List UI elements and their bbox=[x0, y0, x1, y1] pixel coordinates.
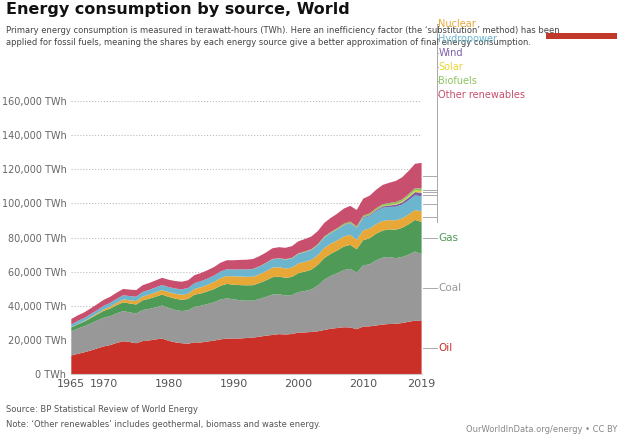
Text: Wind: Wind bbox=[438, 48, 463, 57]
Text: Hydropower: Hydropower bbox=[438, 34, 497, 43]
Text: Solar: Solar bbox=[438, 62, 463, 71]
Text: OurWorldInData.org/energy • CC BY: OurWorldInData.org/energy • CC BY bbox=[466, 425, 617, 434]
Text: Nuclear: Nuclear bbox=[438, 19, 476, 29]
Text: Other renewables: Other renewables bbox=[438, 90, 525, 99]
Text: Note: ‘Other renewables’ includes geothermal, biomass and waste energy.: Note: ‘Other renewables’ includes geothe… bbox=[6, 420, 321, 430]
Text: Coal: Coal bbox=[438, 283, 461, 293]
Text: Biofuels: Biofuels bbox=[438, 76, 477, 85]
Text: Source: BP Statistical Review of World Energy: Source: BP Statistical Review of World E… bbox=[6, 405, 198, 414]
Text: Our World: Our World bbox=[556, 10, 607, 18]
Text: Oil: Oil bbox=[438, 343, 453, 353]
Text: Energy consumption by source, World: Energy consumption by source, World bbox=[6, 2, 350, 17]
FancyBboxPatch shape bbox=[546, 33, 617, 39]
Text: Primary energy consumption is measured in terawatt-hours (TWh). Here an ineffici: Primary energy consumption is measured i… bbox=[6, 26, 560, 47]
Text: in Data: in Data bbox=[563, 21, 600, 30]
Text: Gas: Gas bbox=[438, 233, 458, 243]
